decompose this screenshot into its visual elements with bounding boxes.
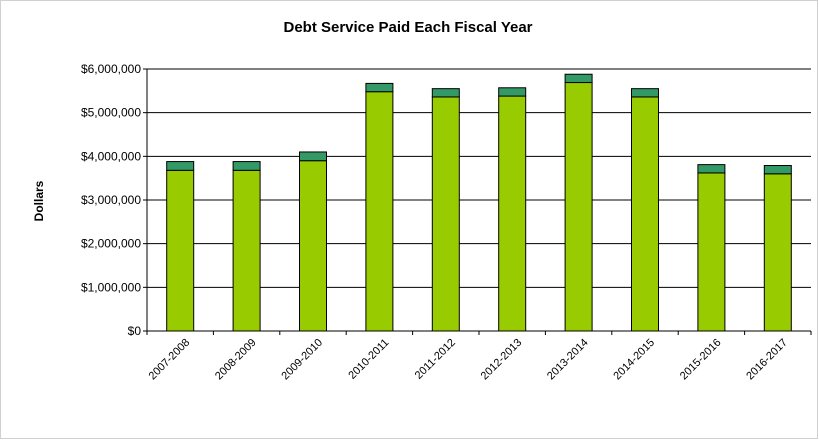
bar-segment-lower: [299, 160, 327, 332]
axes: [146, 69, 811, 332]
bar-segment-upper: [564, 73, 593, 84]
bar-segment-lower: [232, 169, 261, 332]
bar-segment-upper: [763, 165, 792, 175]
bar-segment-upper: [631, 88, 659, 98]
bar-segment-lower: [631, 96, 659, 332]
bar-segment-upper: [365, 82, 394, 93]
bar-segment-lower: [763, 173, 792, 332]
y-tick-label: $6,000,000: [81, 62, 141, 76]
bar-segment-lower: [166, 169, 195, 332]
bar-segment-upper: [498, 87, 527, 97]
x-tick-label: 2016-2017: [744, 337, 790, 383]
x-tick-label: 2011-2012: [413, 337, 458, 382]
x-tick-label: 2009-2010: [279, 337, 325, 383]
x-tick-label: 2010-2011: [346, 337, 391, 382]
y-tick-label: $4,000,000: [81, 149, 141, 163]
bar-segment-lower: [564, 82, 593, 332]
x-tick-label: 2012-2013: [479, 337, 525, 383]
bar-segment-upper: [697, 164, 726, 174]
y-tick-label: $2,000,000: [81, 237, 141, 251]
bar-segment-lower: [431, 96, 460, 332]
y-tick-label: $0: [128, 324, 142, 338]
bar-segment-upper: [166, 161, 195, 171]
bar-segment-lower: [365, 91, 394, 332]
x-tick-label: 2014-2015: [611, 337, 657, 383]
bar-segment-upper: [232, 161, 261, 171]
bar-segment-upper: [299, 151, 327, 162]
y-tick-label: $1,000,000: [81, 280, 141, 294]
bar-segment-lower: [498, 95, 527, 332]
y-tick-label: $3,000,000: [81, 193, 141, 207]
chart-title: Debt Service Paid Each Fiscal Year: [283, 19, 532, 36]
y-tick-label: $5,000,000: [81, 106, 141, 120]
bar-segment-upper: [431, 88, 460, 98]
bars: [166, 73, 792, 332]
y-axis-label: Dollars: [32, 180, 46, 221]
x-axis-ticks: 2007-2008 2008-2009 2009-2010 2010-2011 2011…: [146, 331, 812, 383]
y-axis-ticks: $0 $1,000,000 $2,000,000 $3,000,000 $4,000,0…: [81, 62, 147, 338]
x-tick-label: 2007-2008: [147, 337, 193, 383]
x-tick-label: 2013-2014: [545, 337, 591, 383]
x-tick-label: 2008-2009: [213, 337, 259, 383]
x-tick-label: 2015-2016: [678, 337, 724, 383]
bar-segment-lower: [697, 172, 726, 332]
